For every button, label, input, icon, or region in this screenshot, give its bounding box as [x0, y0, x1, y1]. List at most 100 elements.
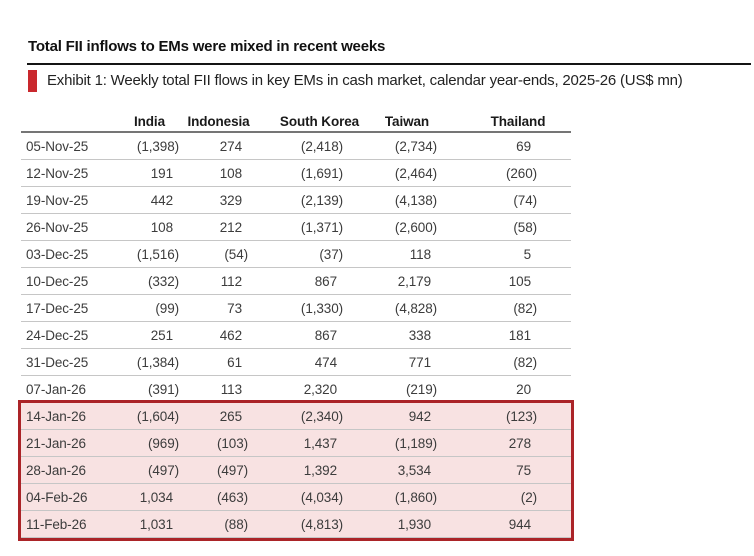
value-cell: 112 [220, 273, 242, 289]
value-cell: (391) [147, 381, 179, 397]
value-cell: (2,418) [300, 138, 343, 154]
value-cell: (4,034) [300, 489, 343, 505]
table-row: 05-Nov-25 (1,398) 274 (2,418) (2,734) 69 [21, 133, 571, 160]
value-cell: (123) [505, 408, 537, 424]
value-cell: 251 [150, 327, 173, 343]
value-cell: (332) [147, 273, 179, 289]
value-cell: (463) [216, 489, 248, 505]
heading-divider-rule [27, 63, 751, 65]
value-cell: 867 [314, 273, 337, 289]
table-row: 28-Jan-26 (497) (497) 1,392 3,534 75 [21, 457, 571, 484]
table-row: 31-Dec-25 (1,384) 61 474 771 (82) [21, 349, 571, 376]
value-cell: 1,034 [139, 489, 173, 505]
value-cell: 20 [516, 381, 531, 397]
value-cell: 191 [150, 165, 173, 181]
value-cell: 181 [508, 327, 531, 343]
value-cell: (103) [216, 435, 248, 451]
value-cell: 278 [508, 435, 531, 451]
value-cell: 75 [516, 462, 531, 478]
value-cell: 1,437 [303, 435, 337, 451]
value-cell: (82) [513, 354, 537, 370]
value-cell: (2,340) [300, 408, 343, 424]
table-row: 24-Dec-25 251 462 867 338 181 [21, 322, 571, 349]
value-cell: 329 [219, 192, 242, 208]
table-row: 26-Nov-25 108 212 (1,371) (2,600) (58) [21, 214, 571, 241]
value-cell: 73 [227, 300, 242, 316]
value-cell: (1,516) [136, 246, 179, 262]
value-cell: 1,392 [303, 462, 337, 478]
exhibit-title: Exhibit 1: Weekly total FII flows in key… [47, 72, 683, 89]
exhibit-red-marker-icon [28, 70, 37, 92]
value-cell: 61 [227, 354, 242, 370]
value-cell: (1,371) [300, 219, 343, 235]
date-cell: 19-Nov-25 [26, 192, 89, 208]
table-header-row: India Indonesia South Korea Taiwan Thailand [21, 112, 571, 133]
table-row: 21-Jan-26 (969) (103) 1,437 (1,189) 278 [21, 430, 571, 457]
value-cell: (74) [513, 192, 537, 208]
value-cell: (1,189) [394, 435, 437, 451]
value-cell: 3,534 [397, 462, 431, 478]
table-row: 19-Nov-25 442 329 (2,139) (4,138) (74) [21, 187, 571, 214]
value-cell: (1,330) [300, 300, 343, 316]
column-header: Indonesia [187, 114, 250, 129]
value-cell: 771 [408, 354, 431, 370]
value-cell: (99) [155, 300, 179, 316]
column-header: South Korea [279, 114, 360, 129]
table-row: 11-Feb-26 1,031 (88) (4,813) 1,930 944 [21, 511, 571, 538]
value-cell: 5 [523, 246, 532, 262]
value-cell: (37) [319, 246, 343, 262]
column-header: Taiwan [384, 114, 430, 129]
value-cell: (1,384) [136, 354, 179, 370]
value-cell: 108 [219, 165, 242, 181]
table-row: 12-Nov-25 191 108 (1,691) (2,464) (260) [21, 160, 571, 187]
value-cell: 867 [314, 327, 337, 343]
value-cell: (497) [147, 462, 179, 478]
value-cell: 105 [508, 273, 531, 289]
value-cell: 942 [408, 408, 431, 424]
value-cell: (4,138) [394, 192, 437, 208]
value-cell: 442 [150, 192, 173, 208]
value-cell: 118 [409, 246, 431, 262]
value-cell: (2,734) [394, 138, 437, 154]
value-cell: 2,320 [303, 381, 337, 397]
value-cell: (4,828) [394, 300, 437, 316]
value-cell: (1,398) [136, 138, 179, 154]
column-header: Thailand [490, 114, 546, 129]
table-row: 07-Jan-26 (391) 113 2,320 (219) 20 [21, 376, 571, 403]
value-cell: (1,691) [300, 165, 343, 181]
date-cell: 12-Nov-25 [26, 165, 89, 181]
value-cell: 108 [150, 219, 173, 235]
date-cell: 26-Nov-25 [26, 219, 89, 235]
value-cell: 265 [219, 408, 242, 424]
date-cell: 21-Jan-26 [26, 435, 86, 451]
value-cell: (54) [224, 246, 248, 262]
value-cell: 274 [219, 138, 242, 154]
value-cell: (82) [513, 300, 537, 316]
value-cell: (4,813) [300, 516, 343, 532]
section-heading: Total FII inflows to EMs were mixed in r… [28, 38, 386, 55]
table-row: 17-Dec-25 (99) 73 (1,330) (4,828) (82) [21, 295, 571, 322]
value-cell: 1,031 [139, 516, 173, 532]
table-row: 03-Dec-25 (1,516) (54) (37) 118 5 [21, 241, 571, 268]
date-cell: 17-Dec-25 [26, 300, 89, 316]
column-header: India [133, 114, 165, 129]
value-cell: 113 [220, 381, 242, 397]
date-cell: 31-Dec-25 [26, 354, 89, 370]
value-cell: 944 [508, 516, 531, 532]
date-cell: 10-Dec-25 [26, 273, 89, 289]
date-cell: 11-Feb-26 [26, 516, 87, 532]
value-cell: (2) [520, 489, 537, 505]
value-cell: (58) [513, 219, 537, 235]
value-cell: (497) [216, 462, 248, 478]
value-cell: 69 [516, 138, 531, 154]
fii-flows-table: India Indonesia South Korea Taiwan Thailand … [18, 112, 574, 541]
value-cell: (88) [224, 516, 248, 532]
value-cell: (1,860) [394, 489, 437, 505]
exhibit-header: Exhibit 1: Weekly total FII flows in key… [28, 69, 683, 92]
value-cell: (219) [405, 381, 437, 397]
table-row: 14-Jan-26 (1,604) 265 (2,340) 942 (123) [21, 403, 571, 430]
date-cell: 24-Dec-25 [26, 327, 89, 343]
value-cell: 474 [314, 354, 337, 370]
value-cell: (2,464) [394, 165, 437, 181]
date-cell: 07-Jan-26 [26, 381, 86, 397]
